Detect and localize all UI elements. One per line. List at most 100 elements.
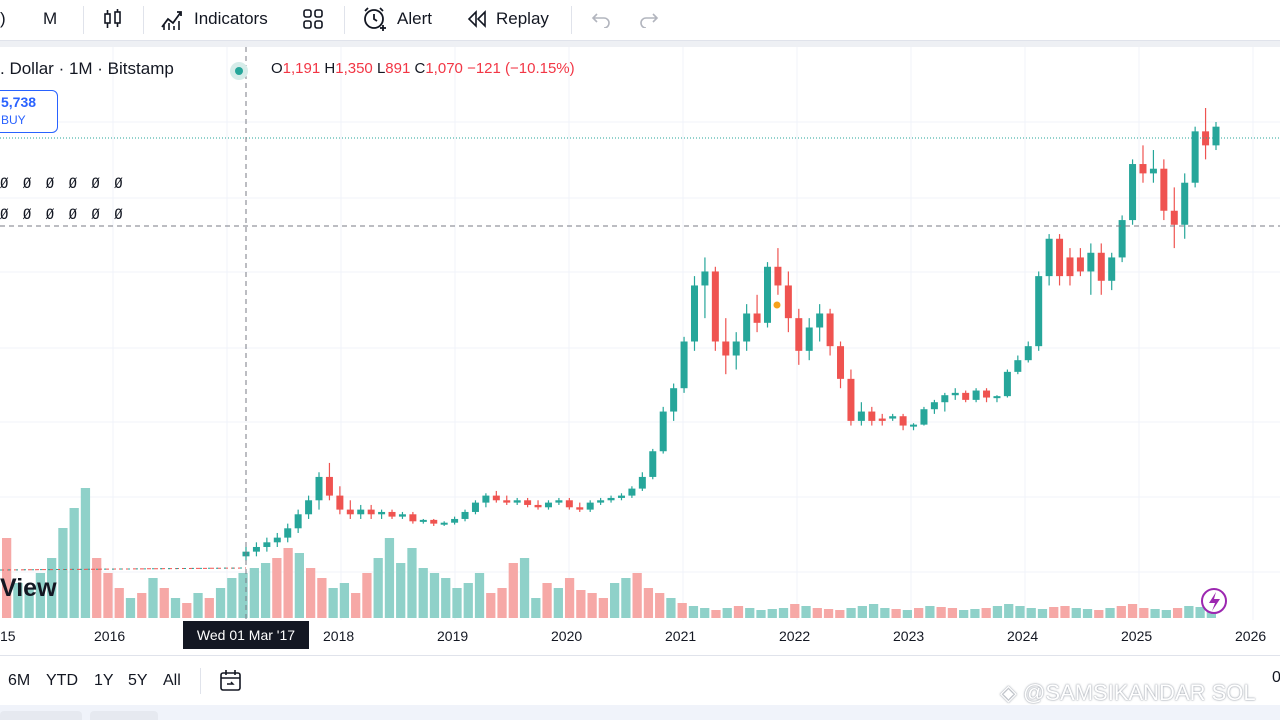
range-1y-button[interactable]: 1Y	[94, 672, 114, 689]
candle-body	[1003, 371, 1011, 397]
volume-bar	[92, 558, 102, 618]
volume-bar	[857, 606, 867, 618]
footer-tab[interactable]	[0, 711, 82, 720]
range-5y-button[interactable]: 5Y	[128, 672, 148, 689]
volume-bar	[1015, 606, 1025, 618]
volume-bar	[812, 608, 822, 618]
volume-bar	[1184, 606, 1194, 618]
credit-text: @SAMSIKANDAR SOL	[1023, 680, 1256, 705]
candle-body	[711, 271, 719, 342]
volume-bar	[148, 578, 158, 618]
open-value: 1,191	[282, 60, 321, 77]
range-ytd-button[interactable]: YTD	[46, 672, 78, 689]
candle-body	[1056, 238, 1064, 277]
candle-body	[680, 341, 688, 389]
volume-bar	[441, 578, 451, 618]
candle-body	[263, 542, 271, 547]
footer-strip	[0, 705, 1280, 720]
volume-bar	[643, 588, 654, 618]
candle-body	[503, 500, 511, 503]
candle-body	[388, 511, 396, 517]
candle-body	[305, 500, 313, 515]
range-all-button[interactable]: All	[163, 672, 181, 689]
grid-icon	[303, 9, 323, 29]
candle-body	[1129, 164, 1137, 221]
volume-bar	[159, 588, 169, 618]
redo-button[interactable]	[638, 0, 660, 38]
trend-line-red	[0, 567, 247, 571]
indicators-icon	[161, 11, 182, 30]
calendar-goto-icon[interactable]	[218, 668, 244, 694]
templates-button[interactable]	[302, 0, 324, 38]
volume-bar	[835, 610, 845, 618]
symbol-search-button[interactable]: )	[0, 9, 6, 28]
volume-bar	[137, 593, 147, 618]
volume-bar	[283, 548, 293, 618]
candle-body	[1014, 360, 1022, 372]
candle-body	[1108, 257, 1116, 281]
candle-body	[899, 416, 907, 426]
volume-bar	[508, 563, 518, 618]
rewind-icon	[467, 10, 486, 28]
candle-body	[795, 318, 803, 351]
volume-bar	[542, 583, 552, 618]
symbol-title[interactable]: . Dollar · 1M · Bitstamp	[0, 59, 174, 78]
x-tick-label: 2020	[551, 628, 583, 644]
volume-bar	[823, 609, 834, 618]
candle-body	[346, 509, 354, 515]
candle-body	[378, 511, 386, 515]
volume-bar	[215, 588, 226, 618]
volume-bar	[103, 573, 113, 618]
replay-button[interactable]: Replay	[466, 0, 549, 38]
buy-button[interactable]: 5,738 BUY	[0, 90, 58, 133]
volume-bar	[891, 609, 901, 618]
toolbar-divider	[344, 6, 345, 34]
price-chart[interactable]	[0, 47, 1280, 653]
volume-bar	[947, 608, 958, 618]
volume-bar	[553, 588, 563, 618]
volume-bar	[2, 538, 12, 618]
volume-bar	[1049, 607, 1059, 618]
interval-button[interactable]: M	[43, 0, 57, 38]
x-tick-label: 2023	[893, 628, 925, 644]
volume-bar	[1094, 610, 1104, 618]
candle-body	[492, 495, 500, 501]
undo-button[interactable]	[590, 0, 612, 38]
candle-body	[1097, 252, 1105, 281]
candle-body	[972, 390, 980, 400]
volume-bar	[767, 609, 777, 618]
range-6m-button[interactable]: 6M	[8, 672, 31, 689]
volume-bar	[902, 610, 912, 618]
candle-body	[565, 500, 573, 508]
market-status-dot[interactable]	[230, 62, 248, 80]
candle-body	[534, 504, 542, 508]
candle-body	[586, 502, 594, 510]
footer-tab[interactable]	[90, 711, 158, 720]
x-tick-label: 2016	[94, 628, 126, 644]
candle-body	[325, 476, 333, 496]
volume-bar	[1139, 608, 1149, 618]
chart-type-button[interactable]	[102, 0, 124, 38]
alert-button[interactable]: Alert	[361, 0, 432, 38]
close-value: 1,070	[425, 60, 463, 77]
volume-bar	[339, 583, 350, 618]
indicators-button[interactable]: Indicators	[160, 0, 268, 38]
volume-bar	[1082, 609, 1093, 618]
volume-bar	[1060, 606, 1070, 618]
candle-body	[430, 519, 438, 524]
candle-body	[617, 495, 625, 498]
placeholder-row: Ø Ø Ø Ø Ø Ø	[0, 207, 126, 223]
volume-bar	[531, 598, 541, 618]
volume-bar	[1161, 610, 1171, 618]
low-key: L	[376, 60, 386, 77]
time-axis[interactable]: 15 2016 2018 2019 2020 2021 2022 2023 20…	[0, 620, 1280, 654]
volume-bar	[328, 588, 338, 618]
lightning-bolt	[1209, 592, 1220, 611]
candle-body	[1076, 257, 1084, 272]
volume-bars	[2, 488, 1216, 618]
volume-bar	[1037, 609, 1048, 618]
candle-body	[273, 537, 281, 543]
candle-body	[294, 514, 302, 529]
x-tick-label: 2022	[779, 628, 811, 644]
change-value: −121 (−10.15%)	[467, 60, 575, 77]
